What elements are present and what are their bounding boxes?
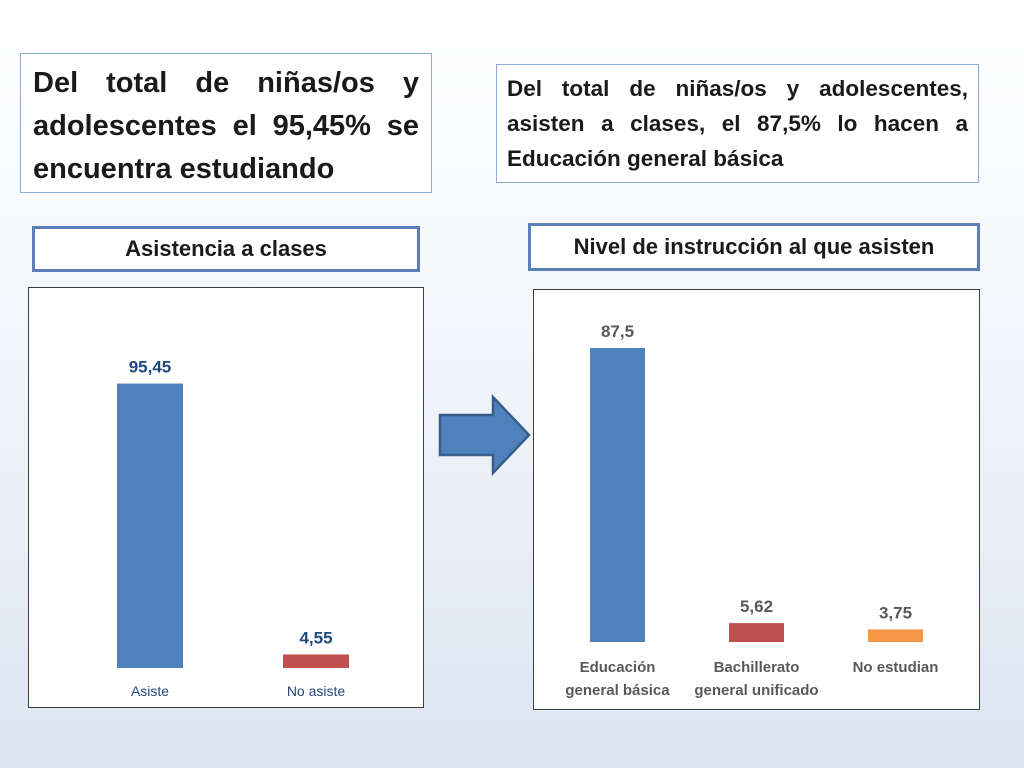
category-label-2: No estudian [853,659,939,676]
bar-2 [868,629,923,642]
value-label-0: 95,45 [129,358,172,377]
attendance-chart: 95,45 Asiste 4,55 No asiste [28,287,424,708]
chart-title-box-left: Asistencia a clases [32,226,420,272]
chart-title-box-right: Nivel de instrucción al que asisten [528,223,980,271]
category-label-1: No asiste [287,683,346,699]
category-label-1-line-1: general unificado [694,682,818,699]
summary-text-left: Del total de niñas/os y adolescentes el … [33,67,419,185]
instruction-level-chart-svg: 87,5 Educación general básica 5,62 Bachiller… [565,322,939,699]
bar-1 [729,623,784,642]
chart-title-left: Asistencia a clases [125,236,327,261]
category-label-0-line-1: general básica [565,682,670,699]
value-label-1: 4,55 [299,628,332,647]
instruction-level-chart: 87,5 Educación general básica 5,62 Bachiller… [533,289,980,710]
category-label-1-line-0: Bachillerato [714,659,800,676]
bar-0 [590,348,645,642]
summary-text-box-right: Del total de niñas/os y adolescentes, as… [496,64,979,183]
right-arrow-icon [438,394,531,476]
summary-text-right: Del total de niñas/os y adolescentes, as… [507,76,968,171]
value-label-0: 87,5 [601,322,634,341]
category-label-0: Asiste [131,683,169,699]
summary-text-box-left: Del total de niñas/os y adolescentes el … [20,53,432,193]
value-label-2: 3,75 [879,603,912,622]
bar-0 [117,383,183,668]
chart-title-right: Nivel de instrucción al que asisten [573,234,935,259]
attendance-chart-svg: 95,45 Asiste 4,55 No asiste [117,358,349,699]
category-label-0-line-0: Educación [580,659,656,676]
value-label-1: 5,62 [740,597,773,616]
bar-1 [283,654,349,668]
